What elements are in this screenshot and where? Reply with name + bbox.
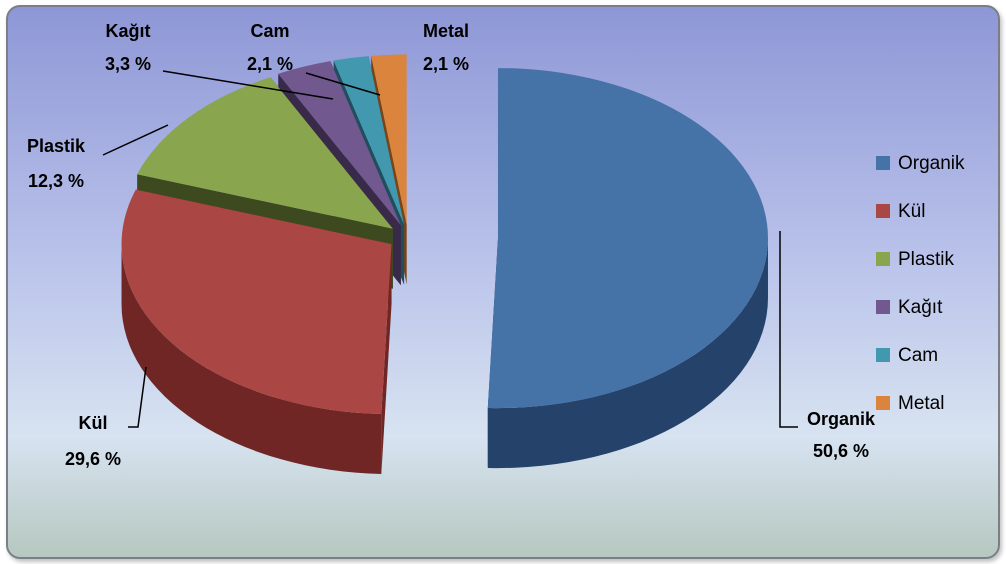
- data-label-value-cam: 2,1 %: [247, 54, 293, 74]
- data-label-name-organik: Organik: [807, 409, 876, 429]
- legend-swatch-organik: [876, 156, 890, 170]
- leader-line-cam: [305, 72, 381, 96]
- legend-label-plastik: Plastik: [898, 249, 954, 270]
- data-label-value-plastik: 12,3 %: [28, 171, 84, 191]
- slice-metal: [371, 54, 407, 225]
- data-label-name-plastik: Plastik: [27, 136, 86, 156]
- data-label-name-cam: Cam: [250, 21, 289, 41]
- slice-side-organik-outer-0: [487, 238, 768, 469]
- chart-area: Organik 50,6 % Kül 29,6 % Plastik 12,3 % Kağıt…: [6, 5, 1000, 559]
- legend-swatch-kül: [876, 204, 890, 218]
- data-label-name-kağıt: Kağıt: [106, 21, 151, 41]
- slice-plastik: [137, 77, 393, 229]
- legend-label-kül: Kül: [898, 201, 925, 222]
- leader-line-plastik: [102, 124, 169, 156]
- legend-swatch-plastik: [876, 252, 890, 266]
- slice-side-kül-outer-0: [121, 244, 382, 475]
- slice-kül: [121, 189, 392, 415]
- legend-swatch-metal: [876, 396, 890, 410]
- data-label-name-kül: Kül: [79, 413, 108, 433]
- slice-kağıt: [278, 61, 401, 226]
- legend-swatch-kağıt: [876, 300, 890, 314]
- leader-line-organik: [779, 231, 798, 428]
- leader-line-kağıt: [162, 70, 334, 100]
- pie-chart: Organik 50,6 % Kül 29,6 % Plastik 12,3 % Kağıt…: [27, 21, 965, 475]
- legend-swatch-cam: [876, 348, 890, 362]
- data-label-value-kağıt: 3,3 %: [105, 54, 151, 74]
- legend-label-kağıt: Kağıt: [898, 297, 943, 318]
- leader-line-kül: [128, 366, 147, 428]
- legend-label-organik: Organik: [898, 153, 965, 174]
- slice-cam: [333, 56, 405, 225]
- slice-organik: [487, 68, 768, 409]
- legend-label-cam: Cam: [898, 345, 938, 366]
- data-label-value-metal: 2,1 %: [423, 54, 469, 74]
- data-label-value-kül: 29,6 %: [65, 449, 121, 469]
- data-label-name-metal: Metal: [423, 21, 469, 41]
- legend: Organik Kül Plastik Kağıt Cam Metal: [876, 153, 965, 414]
- legend-label-metal: Metal: [898, 393, 944, 414]
- data-label-value-organik: 50,6 %: [813, 441, 869, 461]
